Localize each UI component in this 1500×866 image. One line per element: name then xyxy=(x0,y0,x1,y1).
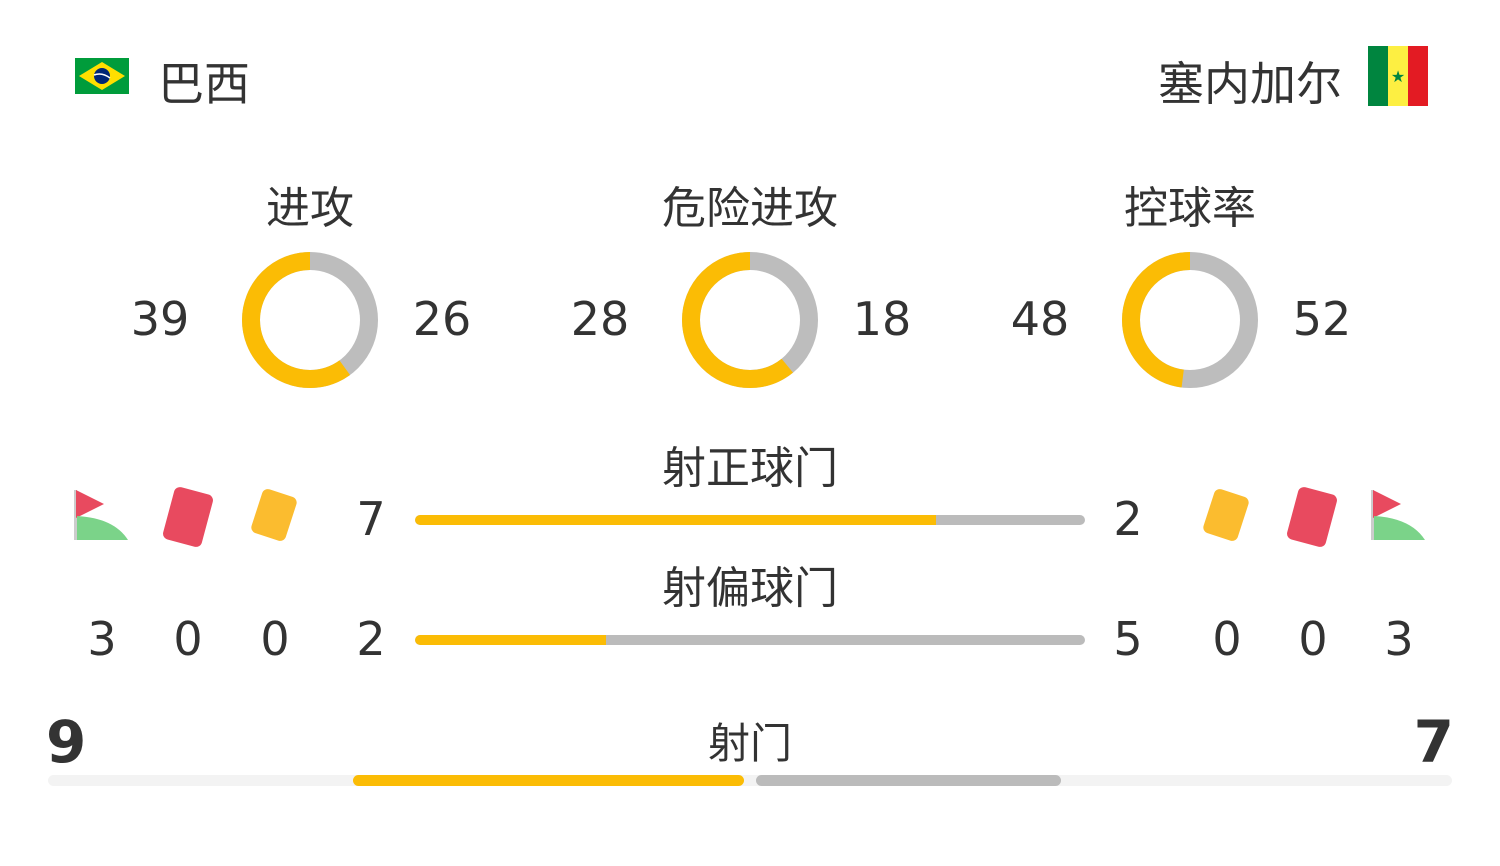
corner-flag-icon xyxy=(74,490,128,540)
shots-home-bar xyxy=(352,775,744,786)
stat-title: 危险进攻 xyxy=(662,183,838,234)
away-corners: 3 xyxy=(1384,612,1414,666)
yellow-card-icon xyxy=(251,489,297,541)
away-team-name: 塞内加尔 xyxy=(1158,57,1342,111)
home-stat-value: 28 xyxy=(570,292,630,346)
home-team-name: 巴西 xyxy=(158,57,250,111)
away-total-shots: 7 xyxy=(1413,708,1454,776)
home-shots-on-target: 7 xyxy=(356,492,386,546)
shots-on-target-title: 射正球门 xyxy=(662,443,838,494)
senegal-flag-icon: ★ xyxy=(1368,46,1428,106)
shots-track xyxy=(48,775,1452,786)
svg-text:★: ★ xyxy=(1391,67,1405,86)
corner-flag-icon xyxy=(1371,490,1425,540)
red-card-icon xyxy=(163,487,213,547)
donut-home-arc xyxy=(682,252,818,388)
shots-on-target-bar xyxy=(415,515,1085,525)
home-stat-value: 48 xyxy=(1010,292,1070,346)
home-yellow-cards: 0 xyxy=(260,612,290,666)
away-stat-value: 52 xyxy=(1292,292,1352,346)
away-stat-value: 26 xyxy=(412,292,472,346)
stat-donut xyxy=(1122,252,1258,388)
home-stat-value: 39 xyxy=(130,292,190,346)
yellow-card-icon xyxy=(1203,489,1249,541)
stat-donut xyxy=(682,252,818,388)
away-shots-off-target: 5 xyxy=(1113,612,1143,666)
stat-title: 进攻 xyxy=(266,183,354,234)
red-card-icon xyxy=(1287,487,1337,547)
brazil-flag-icon xyxy=(75,58,129,94)
away-stat-value: 18 xyxy=(852,292,912,346)
away-yellow-cards: 0 xyxy=(1212,612,1242,666)
donut-home-arc xyxy=(242,252,378,388)
shots-title: 射门 xyxy=(707,719,792,768)
away-shots-on-target: 2 xyxy=(1113,492,1143,546)
shots-off-target-bar xyxy=(415,635,1085,645)
stat-donut xyxy=(242,252,378,388)
home-total-shots: 9 xyxy=(46,708,87,776)
shots-off-target-title: 射偏球门 xyxy=(662,563,838,614)
shots-on-target-home-fill xyxy=(415,515,937,525)
shots-off-target-home-fill xyxy=(415,635,607,645)
away-red-cards: 0 xyxy=(1298,612,1328,666)
home-shots-off-target: 2 xyxy=(356,612,386,666)
stat-title: 控球率 xyxy=(1124,183,1256,234)
home-corners: 3 xyxy=(87,612,117,666)
donut-home-arc xyxy=(1122,252,1258,388)
shots-away-bar xyxy=(756,775,1061,786)
home-red-cards: 0 xyxy=(173,612,203,666)
